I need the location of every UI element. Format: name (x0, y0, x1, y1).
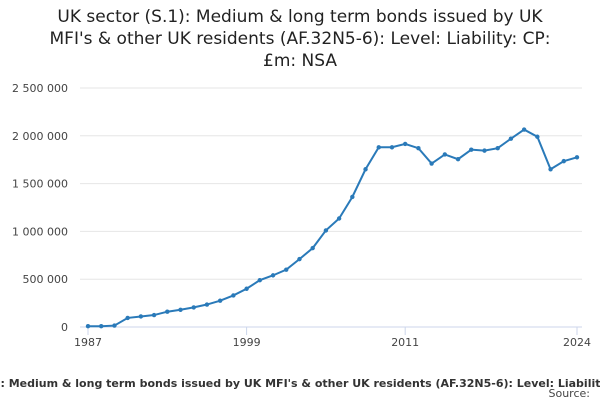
x-tick-label: 1987 (74, 336, 102, 349)
y-tick-label: 1 000 000 (12, 225, 68, 238)
point (178, 307, 183, 312)
point (416, 146, 421, 151)
y-tick-label: 1 500 000 (12, 178, 68, 191)
point (151, 312, 157, 318)
point (508, 136, 514, 141)
point (297, 256, 302, 262)
point (231, 293, 236, 298)
point (323, 228, 329, 233)
point (85, 324, 91, 329)
point (469, 147, 474, 152)
point (257, 277, 263, 283)
point (376, 145, 381, 150)
point (482, 148, 487, 153)
point (99, 324, 104, 329)
point (165, 309, 170, 314)
point (548, 167, 553, 172)
source: Source: (549, 387, 591, 400)
point (284, 267, 289, 272)
point (125, 315, 130, 321)
point (442, 152, 448, 157)
point (336, 216, 342, 221)
point (138, 314, 144, 319)
x-tick-label: 2011 (391, 336, 419, 349)
point (574, 155, 580, 160)
point (535, 134, 540, 139)
point (561, 158, 566, 164)
point (217, 298, 223, 303)
chart-title: MFI's & other UK residents (AF.32N5-6): … (50, 29, 551, 49)
line (88, 128, 578, 328)
point (244, 286, 249, 291)
legend-entry: UK sector (S.1): Medium & long term bond… (0, 377, 600, 390)
point (350, 194, 355, 200)
point (429, 161, 434, 166)
point (521, 127, 527, 132)
y-tick-label: 2 000 000 (12, 130, 68, 143)
point (310, 245, 315, 251)
point (495, 146, 500, 151)
point (191, 305, 196, 310)
point (455, 157, 461, 162)
point (363, 167, 368, 172)
x-tick-label: 1999 (233, 336, 261, 349)
y-tick-label: 0 (61, 321, 68, 334)
point (204, 302, 210, 307)
point (402, 141, 408, 147)
x-tick-label: 2024 (563, 336, 591, 349)
chart-title: UK sector (S.1): Medium & long term bond… (57, 7, 543, 27)
y-tick-label: 500 000 (23, 273, 69, 286)
point (112, 323, 117, 328)
point (270, 273, 276, 278)
point (389, 145, 395, 150)
chart-title: £m: NSA (263, 51, 337, 71)
y-tick-label: 2 500 000 (12, 82, 68, 95)
